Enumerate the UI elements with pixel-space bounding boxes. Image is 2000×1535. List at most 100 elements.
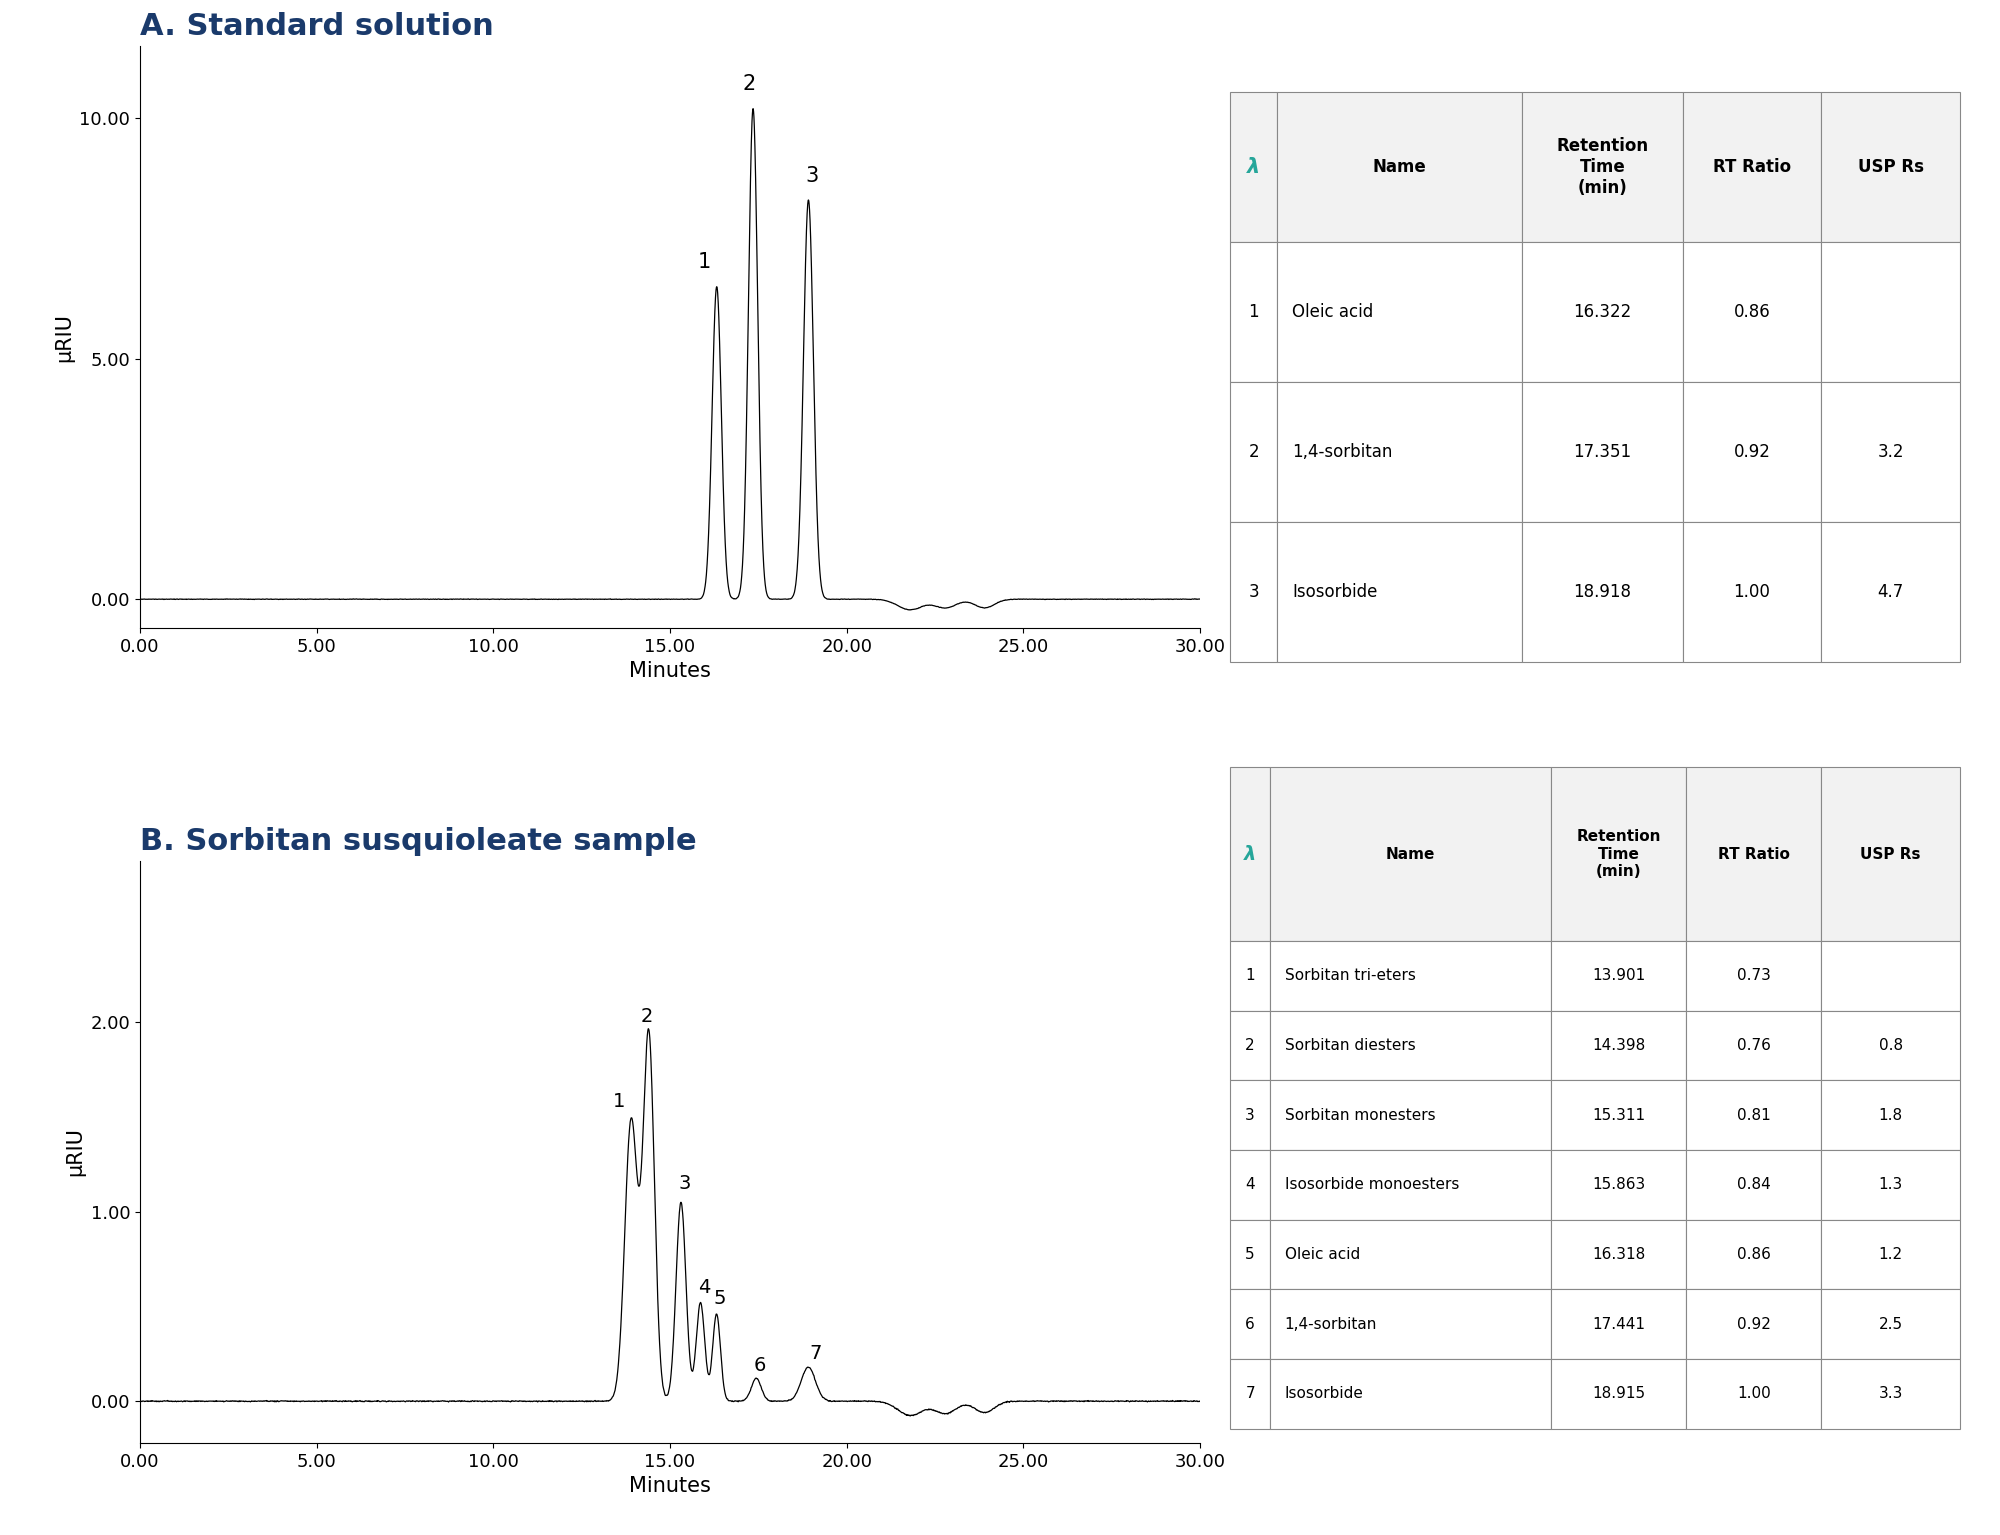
Text: 0.8: 0.8	[1878, 1038, 1902, 1053]
Text: 0.76: 0.76	[1736, 1038, 1770, 1053]
Bar	[1686, 1289, 1822, 1358]
Text: 1.3: 1.3	[1878, 1177, 1902, 1193]
Bar	[1822, 92, 1960, 243]
Bar	[1822, 941, 1960, 1010]
Bar	[1278, 382, 1522, 522]
Text: 6: 6	[754, 1355, 766, 1375]
Text: Retention
Time
(min): Retention Time (min)	[1556, 137, 1648, 196]
Text: 0.86: 0.86	[1736, 1246, 1770, 1262]
Text: 3.3: 3.3	[1878, 1386, 1902, 1401]
Text: Isosorbide: Isosorbide	[1292, 583, 1378, 600]
Text: Sorbitan tri-eters: Sorbitan tri-eters	[1284, 969, 1416, 984]
Text: 13.901: 13.901	[1592, 969, 1646, 984]
Bar	[1686, 1150, 1822, 1220]
Text: 5: 5	[1246, 1246, 1254, 1262]
Bar	[1686, 1220, 1822, 1289]
Y-axis label: μRIU: μRIU	[54, 313, 74, 362]
Text: 1.8: 1.8	[1878, 1108, 1902, 1122]
Bar	[1278, 522, 1522, 662]
Bar	[1552, 1150, 1686, 1220]
Bar	[1522, 522, 1682, 662]
Bar	[1230, 1150, 1270, 1220]
Bar	[1822, 1358, 1960, 1429]
Bar	[1822, 768, 1960, 941]
Bar	[1822, 243, 1960, 382]
Bar	[1552, 768, 1686, 941]
Bar	[1552, 941, 1686, 1010]
Text: Name: Name	[1386, 847, 1436, 861]
Text: USP Rs: USP Rs	[1858, 158, 1924, 177]
Text: 16.322: 16.322	[1574, 302, 1632, 321]
Bar	[1270, 941, 1552, 1010]
Text: 15.311: 15.311	[1592, 1108, 1646, 1122]
Bar	[1682, 92, 1822, 243]
Text: Isosorbide monoesters: Isosorbide monoesters	[1284, 1177, 1460, 1193]
Text: 16.318: 16.318	[1592, 1246, 1646, 1262]
Text: 3: 3	[678, 1174, 690, 1193]
X-axis label: Minutes: Minutes	[630, 1477, 710, 1497]
Text: 0.92: 0.92	[1734, 444, 1770, 460]
Bar	[1278, 243, 1522, 382]
Text: 2: 2	[640, 1007, 654, 1025]
X-axis label: Minutes: Minutes	[630, 662, 710, 682]
Bar	[1230, 382, 1278, 522]
Bar	[1686, 1010, 1822, 1081]
Text: A. Standard solution: A. Standard solution	[140, 12, 494, 41]
Bar	[1822, 522, 1960, 662]
Text: 1.2: 1.2	[1878, 1246, 1902, 1262]
Text: 3: 3	[1246, 1108, 1254, 1122]
Text: 14.398: 14.398	[1592, 1038, 1646, 1053]
Text: Retention
Time
(min): Retention Time (min)	[1576, 829, 1660, 880]
Bar	[1522, 243, 1682, 382]
Text: 18.915: 18.915	[1592, 1386, 1646, 1401]
Text: 15.863: 15.863	[1592, 1177, 1646, 1193]
Bar	[1822, 1150, 1960, 1220]
Text: 1.00: 1.00	[1734, 583, 1770, 600]
Text: 17.351: 17.351	[1574, 444, 1632, 460]
Bar	[1230, 92, 1278, 243]
Bar	[1682, 382, 1822, 522]
Text: λ: λ	[1248, 157, 1260, 177]
Bar	[1552, 1081, 1686, 1150]
Text: RT Ratio: RT Ratio	[1718, 847, 1790, 861]
Bar	[1686, 1358, 1822, 1429]
Bar	[1230, 522, 1278, 662]
Bar	[1822, 1010, 1960, 1081]
Text: RT Ratio: RT Ratio	[1712, 158, 1792, 177]
Text: 0.73: 0.73	[1736, 969, 1770, 984]
Text: 4: 4	[698, 1279, 710, 1297]
Bar	[1278, 92, 1522, 243]
Text: 0.86: 0.86	[1734, 302, 1770, 321]
Text: 0.92: 0.92	[1736, 1317, 1770, 1331]
Bar	[1230, 1289, 1270, 1358]
Bar	[1270, 768, 1552, 941]
Bar	[1270, 1220, 1552, 1289]
Bar	[1686, 1081, 1822, 1150]
Bar	[1686, 768, 1822, 941]
Bar	[1270, 1150, 1552, 1220]
Text: 3: 3	[806, 166, 818, 186]
Text: 2: 2	[742, 74, 756, 94]
Text: 1: 1	[1248, 302, 1260, 321]
Bar	[1552, 1010, 1686, 1081]
Bar	[1686, 941, 1822, 1010]
Text: 2.5: 2.5	[1878, 1317, 1902, 1331]
Text: 7: 7	[810, 1345, 822, 1363]
Bar	[1270, 1010, 1552, 1081]
Bar	[1270, 1081, 1552, 1150]
Text: 1.00: 1.00	[1736, 1386, 1770, 1401]
Text: 2: 2	[1248, 444, 1260, 460]
Text: 4: 4	[1246, 1177, 1254, 1193]
Text: 1: 1	[1246, 969, 1254, 984]
Text: 1: 1	[698, 252, 710, 272]
Bar	[1230, 1010, 1270, 1081]
Text: 18.918: 18.918	[1574, 583, 1632, 600]
Bar	[1682, 243, 1822, 382]
Text: B. Sorbitan susquioleate sample: B. Sorbitan susquioleate sample	[140, 827, 696, 857]
Text: 3: 3	[1248, 583, 1260, 600]
Bar	[1230, 941, 1270, 1010]
Text: 7: 7	[1246, 1386, 1254, 1401]
Text: Oleic acid: Oleic acid	[1292, 302, 1374, 321]
Text: Isosorbide: Isosorbide	[1284, 1386, 1364, 1401]
Text: 1,4-sorbitan: 1,4-sorbitan	[1292, 444, 1392, 460]
